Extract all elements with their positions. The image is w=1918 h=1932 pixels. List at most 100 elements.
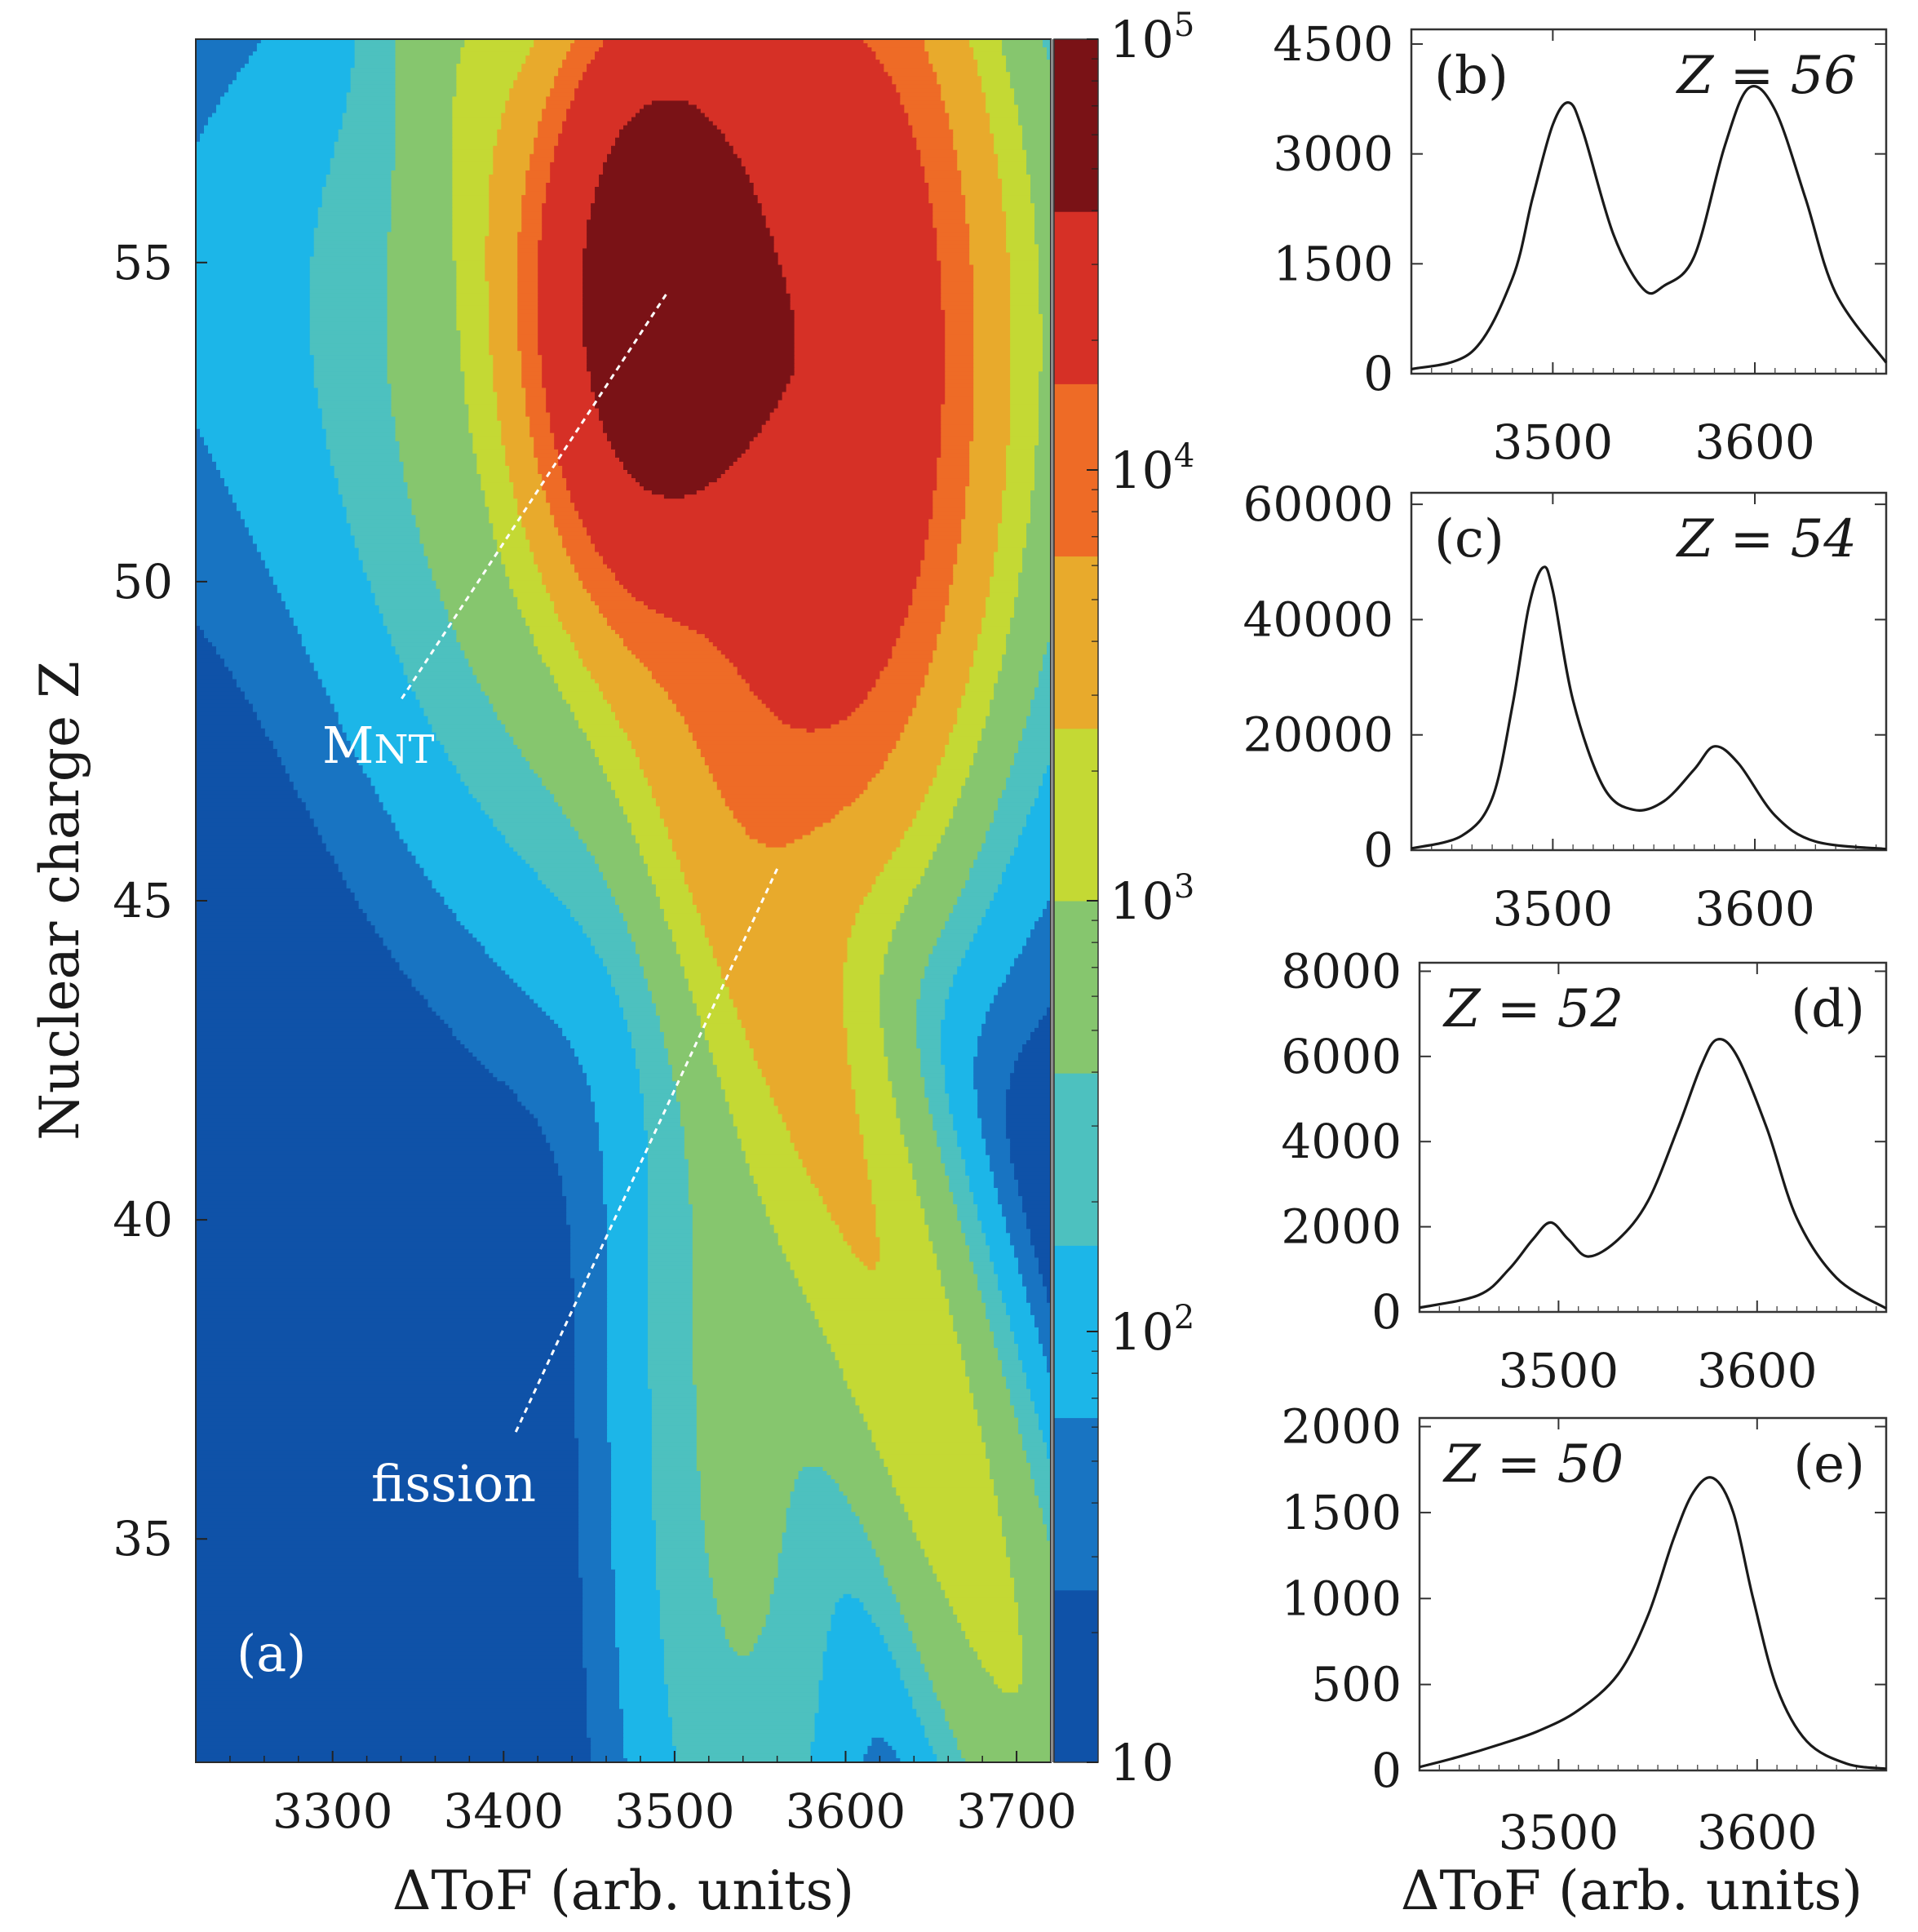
heatmap-cell — [941, 1048, 978, 1053]
heatmap-cell — [859, 1409, 978, 1415]
heatmap-cell — [986, 614, 1015, 618]
heatmap-cell — [904, 835, 941, 840]
heatmap-cell — [1002, 490, 1031, 495]
heatmap-cell — [582, 289, 787, 295]
heatmap-cell — [1014, 88, 1052, 93]
heatmap-cell — [196, 404, 319, 410]
heatmap-cell — [647, 1360, 693, 1365]
heatmap-cell — [896, 1106, 929, 1111]
heatmap-cell — [627, 470, 726, 475]
heatmap-cell — [949, 1183, 970, 1189]
heatmap-cell — [419, 539, 498, 545]
heatmap-cell — [196, 174, 327, 179]
heatmap-cell — [472, 436, 502, 442]
heatmap-cell — [587, 667, 649, 671]
heatmap-cell — [395, 958, 494, 964]
heatmap-cell — [196, 1757, 591, 1763]
heatmap-cell — [615, 576, 917, 582]
heatmap-cell — [949, 1602, 1019, 1607]
heatmap-cell — [1039, 671, 1052, 676]
heatmap-cell — [794, 1274, 941, 1279]
heatmap-cell — [973, 388, 1011, 393]
heatmap-cell — [720, 1077, 767, 1082]
heatmap-cell — [562, 64, 587, 69]
heatmap-cell — [916, 145, 954, 151]
heatmap-cell — [538, 1003, 620, 1008]
heatmap-cell — [521, 986, 616, 992]
heatmap-cell — [908, 826, 946, 832]
heatmap-cell — [794, 355, 946, 360]
heatmap-cell — [790, 1134, 865, 1140]
heatmap-cell — [949, 1302, 986, 1308]
heatmap-cell — [969, 942, 1027, 946]
heatmap-cell — [831, 1614, 873, 1620]
heatmap-cell — [969, 1643, 1023, 1648]
heatmap-cell — [481, 478, 510, 483]
heatmap-cell — [973, 859, 1011, 865]
heatmap-cell — [505, 835, 579, 840]
heatmap-cell — [782, 1536, 869, 1542]
heatmap-cell — [456, 317, 489, 323]
heatmap-cell — [973, 757, 1015, 762]
heatmap-cell — [998, 1684, 1019, 1690]
heatmap-cell — [651, 875, 685, 881]
heatmap-cell — [884, 954, 929, 959]
heatmap-cell — [684, 970, 722, 976]
heatmap-cell — [497, 826, 575, 832]
heatmap-cell — [517, 285, 538, 290]
heatmap-cell — [203, 630, 299, 635]
heatmap-cell — [1006, 1544, 1052, 1550]
heatmap-cell — [790, 1130, 861, 1136]
heatmap-cell — [591, 1753, 624, 1759]
heatmap-cell — [582, 925, 628, 930]
heatmap-cell — [749, 1044, 848, 1049]
heatmap-cell — [680, 1101, 730, 1107]
heatmap-cell — [607, 1376, 649, 1381]
heatmap-cell — [892, 1745, 933, 1751]
heatmap-cell — [655, 802, 726, 807]
heatmap-cell — [542, 572, 579, 578]
heatmap-cell — [419, 863, 530, 869]
heatmap-cell — [387, 371, 465, 376]
heatmap-cell — [998, 543, 1027, 549]
heatmap-cell — [916, 699, 962, 705]
heatmap-cell — [724, 798, 857, 803]
heatmap-cell — [1006, 211, 1035, 216]
heatmap-cell — [240, 687, 327, 693]
heatmap-cell — [635, 1057, 669, 1061]
heatmap-cell — [879, 1007, 917, 1013]
heatmap-cell — [330, 453, 401, 459]
heatmap-cell — [354, 64, 396, 69]
heatmap-cell — [366, 917, 457, 922]
heatmap-cell — [196, 170, 331, 175]
heatmap-cell — [688, 626, 901, 631]
heatmap-cell — [1006, 786, 1039, 791]
heatmap-cell — [485, 810, 563, 815]
heatmap-cell — [196, 84, 229, 89]
heatmap-cell — [317, 207, 392, 212]
heatmap-cell — [196, 1532, 579, 1538]
heatmap-cell — [973, 264, 1011, 270]
heatmap-cell — [798, 1282, 941, 1287]
heatmap-cell — [611, 892, 657, 897]
heatmap-cell — [851, 1249, 880, 1255]
heatmap-cell — [965, 211, 1007, 216]
heatmap-cell — [196, 1684, 587, 1690]
heatmap-cell — [696, 1466, 804, 1472]
heatmap-cell — [554, 1019, 628, 1025]
heatmap-cell — [521, 363, 543, 368]
heatmap-cell — [708, 638, 897, 643]
heatmap-cell — [892, 1085, 925, 1090]
heatmap-cell — [896, 1659, 921, 1664]
heatmap-cell — [415, 691, 485, 697]
heatmap-cell — [928, 55, 974, 60]
heatmap-cell — [782, 1544, 873, 1550]
heatmap-cell — [595, 187, 755, 192]
heatmap-cell — [542, 215, 591, 220]
heatmap-cell — [485, 244, 518, 250]
heatmap-cell — [945, 999, 994, 1004]
heatmap-cell — [928, 1110, 950, 1115]
heatmap-cell — [704, 1528, 787, 1533]
heatmap-cell — [647, 1340, 693, 1345]
